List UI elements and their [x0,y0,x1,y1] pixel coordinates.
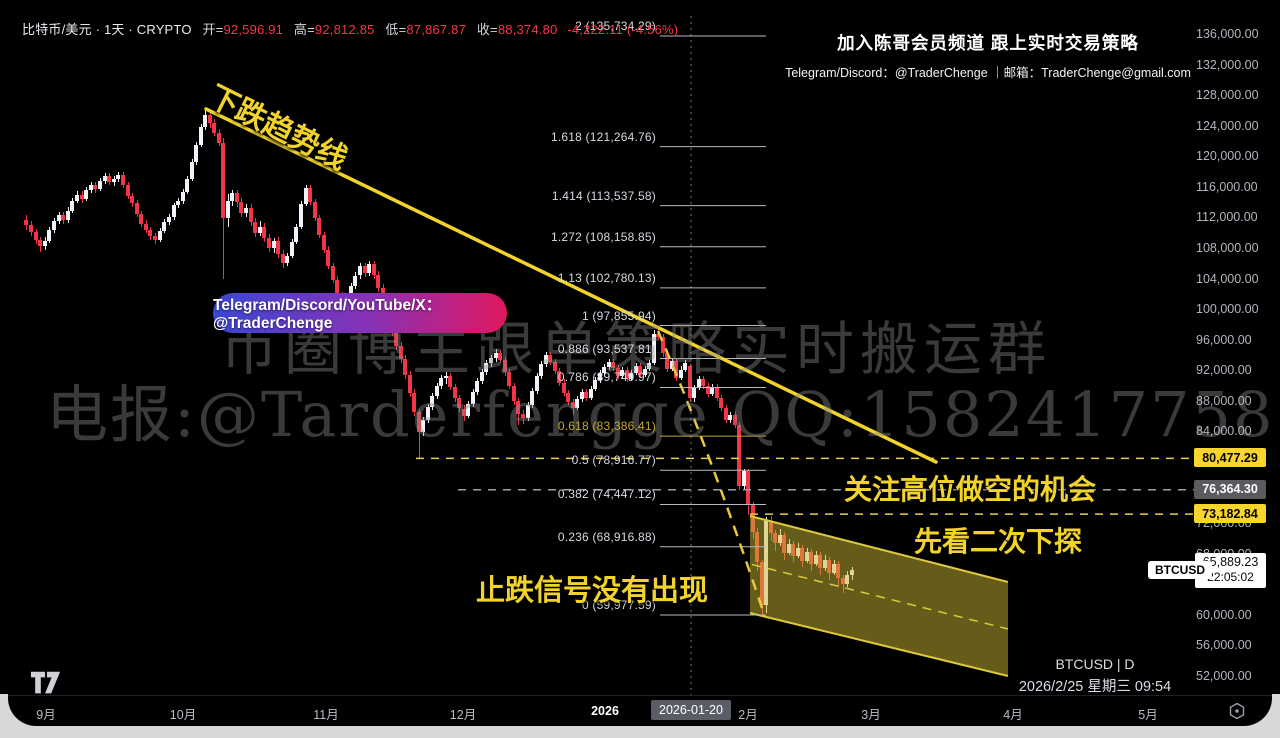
price-axis-label: 136,000.00 [1196,27,1259,41]
chart-info-footer: BTCUSD | D 2026/2/25 星期三 09:54 [995,656,1195,696]
fib-label: 2 (135,734.29) [575,19,656,34]
open-label: 开= [202,22,224,37]
symbol-title: 比特币/美元 · 1天 · CRYPTO [22,22,192,37]
fib-label: 1.272 (108,158.85) [550,229,656,244]
crosshair-date-badge: 2026-01-20 [651,700,731,720]
change-value: -4,222.11 (-4.56%) [567,22,679,37]
price-axis-label: 52,000.00 [1196,669,1252,683]
time-axis-label: 12月 [449,708,477,722]
price-axis-label: 100,000.00 [1196,302,1259,317]
close-label: 收= [476,22,498,37]
fib-label: 1.618 (121,264.76) [550,129,656,144]
annotation-short-opportunity: 关注高位做空的机会 [844,474,1097,505]
high-value: 92,812.85 [314,22,375,37]
price-axis-label: 132,000.00 [1196,57,1259,72]
time-axis-label: 11月 [313,708,339,722]
time-axis-label: 10月 [169,708,197,722]
price-axis-label: 92,000.00 [1196,363,1252,378]
symbol-legend[interactable]: 比特币/美元 · 1天 · CRYPTO 开=92,596.91 高=92,81… [22,19,678,38]
social-links-badge: Telegram/Discord/YouTube/X：@TraderChenge [213,293,507,333]
footer-symbol-interval: BTCUSD | D [1055,656,1135,672]
time-axis-label: 3月 [861,708,881,722]
price-axis-label: 88,000.00 [1196,393,1252,408]
current-price-value: 65,889.23 [1202,554,1259,569]
low-value: 87,867.87 [406,22,467,37]
price-axis-label: 120,000.00 [1196,149,1259,164]
price-axis-label: 116,000.00 [1196,179,1258,194]
price-axis-label: 128,000.00 [1196,88,1259,103]
social-links-text: Telegram/Discord/YouTube/X：@TraderChenge [213,297,442,332]
annotation-second-dip: 先看二次下探 [914,526,1083,557]
fib-label: 0.886 (93,537.81) [557,341,656,356]
price-axis-label: 60,000.00 [1196,607,1252,622]
time-axis-label: 5月 [1138,708,1158,722]
bar-countdown: 22:05:02 [1207,569,1254,584]
fib-label: 0.382 (74,447.12) [557,487,656,502]
price-axis-label: 56,000.00 [1196,638,1252,653]
fib-label: 0.618 (83,386.41) [557,419,656,434]
open-value: 92,596.91 [223,22,284,37]
current-symbol-tag: BTCUSD [1148,560,1212,579]
price-axis-label: 104,000.00 [1196,271,1259,286]
fib-label: 0.236 (68,916.88) [557,529,656,544]
price-axis-label: 108,000.00 [1196,241,1259,255]
price-axis-label: 96,000.00 [1196,332,1252,347]
footer-datetime: 2026/2/25 星期三 09:54 [1018,679,1172,695]
price-axis-label: 84,000.00 [1196,424,1252,439]
time-axis-label: 4月 [1003,708,1023,722]
price-scale-settings-icon[interactable] [1228,702,1246,720]
fib-label: 0.5 (78,916.77) [571,453,656,468]
promo-block: 加入陈哥会员频道 跟上实时交易策略 Telegram/Discord：@Trad… [768,30,1208,81]
tradingview-logo[interactable] [30,670,62,696]
price-alert-tag: 73,182.84 [1194,504,1266,524]
price-axis-label: 112,000.00 [1196,210,1258,225]
fib-label: 1.13 (102,780.13) [557,270,656,285]
time-axis[interactable]: 9月 10月 11月 12月 2026 2月 3月 4月 5月 2026-01-20 [8,695,1272,726]
promo-headline: 加入陈哥会员频道 跟上实时交易策略 [837,33,1139,53]
fib-label: 1.414 (113,537.58) [551,188,656,203]
fib-label: 1 (97,855.94) [582,308,656,323]
time-axis-label: 9月 [36,708,56,722]
chart-window: 币圈博主跟单策略实时搬运群 电报:@Tarderfengge QQ:158241… [8,6,1272,726]
time-axis-label: 2月 [738,708,758,722]
chart-labels-layer: 2 (135,734.29) 1.618 (121,264.76) 1.414 (1… [8,6,1272,726]
price-alert-tag: 76,364.30 [1194,479,1266,499]
watermark-line2: 电报:@Tarderfengge QQ:1582417758 [46,378,1272,451]
close-value: 88,374.80 [497,22,558,37]
time-axis-label: 2026 [591,704,619,718]
promo-contacts: Telegram/Discord：@TraderChenge ｜邮箱：Trade… [785,66,1191,80]
price-axis-label: 124,000.00 [1196,118,1259,133]
high-label: 高= [293,22,315,37]
fib-label: 0 (59,977.59) [582,598,656,613]
fib-label: 0.786 (89,749.97) [557,370,656,385]
annotation-no-bottom-signal: 止跌信号没有出现 [476,575,709,607]
price-alert-tag: 80,477.29 [1194,448,1266,468]
low-label: 低= [385,22,407,37]
